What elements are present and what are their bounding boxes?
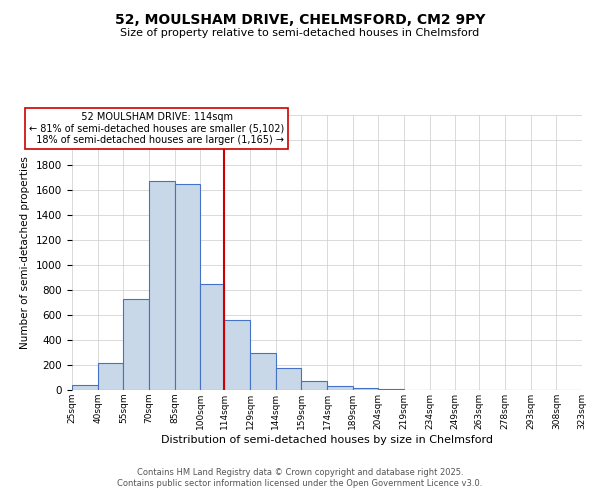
Bar (250, 352, 275, 390)
Text: 52 MOULSHAM DRIVE: 114sqm  
← 81% of semi-detached houses are smaller (5,102)
  : 52 MOULSHAM DRIVE: 114sqm ← 81% of semi-… (29, 112, 284, 146)
Bar (353, 388, 379, 390)
Bar (327, 386, 353, 390)
Bar (200, 284, 224, 390)
Bar (72, 385, 98, 390)
Bar (98, 362, 124, 390)
Text: Contains HM Land Registry data © Crown copyright and database right 2025.
Contai: Contains HM Land Registry data © Crown c… (118, 468, 482, 487)
Text: 52, MOULSHAM DRIVE, CHELMSFORD, CM2 9PY: 52, MOULSHAM DRIVE, CHELMSFORD, CM2 9PY (115, 12, 485, 26)
Bar (301, 381, 327, 390)
Bar (379, 389, 404, 390)
Bar (175, 184, 200, 390)
X-axis label: Distribution of semi-detached houses by size in Chelmsford: Distribution of semi-detached houses by … (161, 434, 493, 444)
Bar (124, 298, 149, 390)
Bar (224, 320, 250, 390)
Text: Size of property relative to semi-detached houses in Chelmsford: Size of property relative to semi-detach… (121, 28, 479, 38)
Bar (149, 181, 175, 390)
Y-axis label: Number of semi-detached properties: Number of semi-detached properties (20, 156, 31, 349)
Bar (275, 368, 301, 390)
